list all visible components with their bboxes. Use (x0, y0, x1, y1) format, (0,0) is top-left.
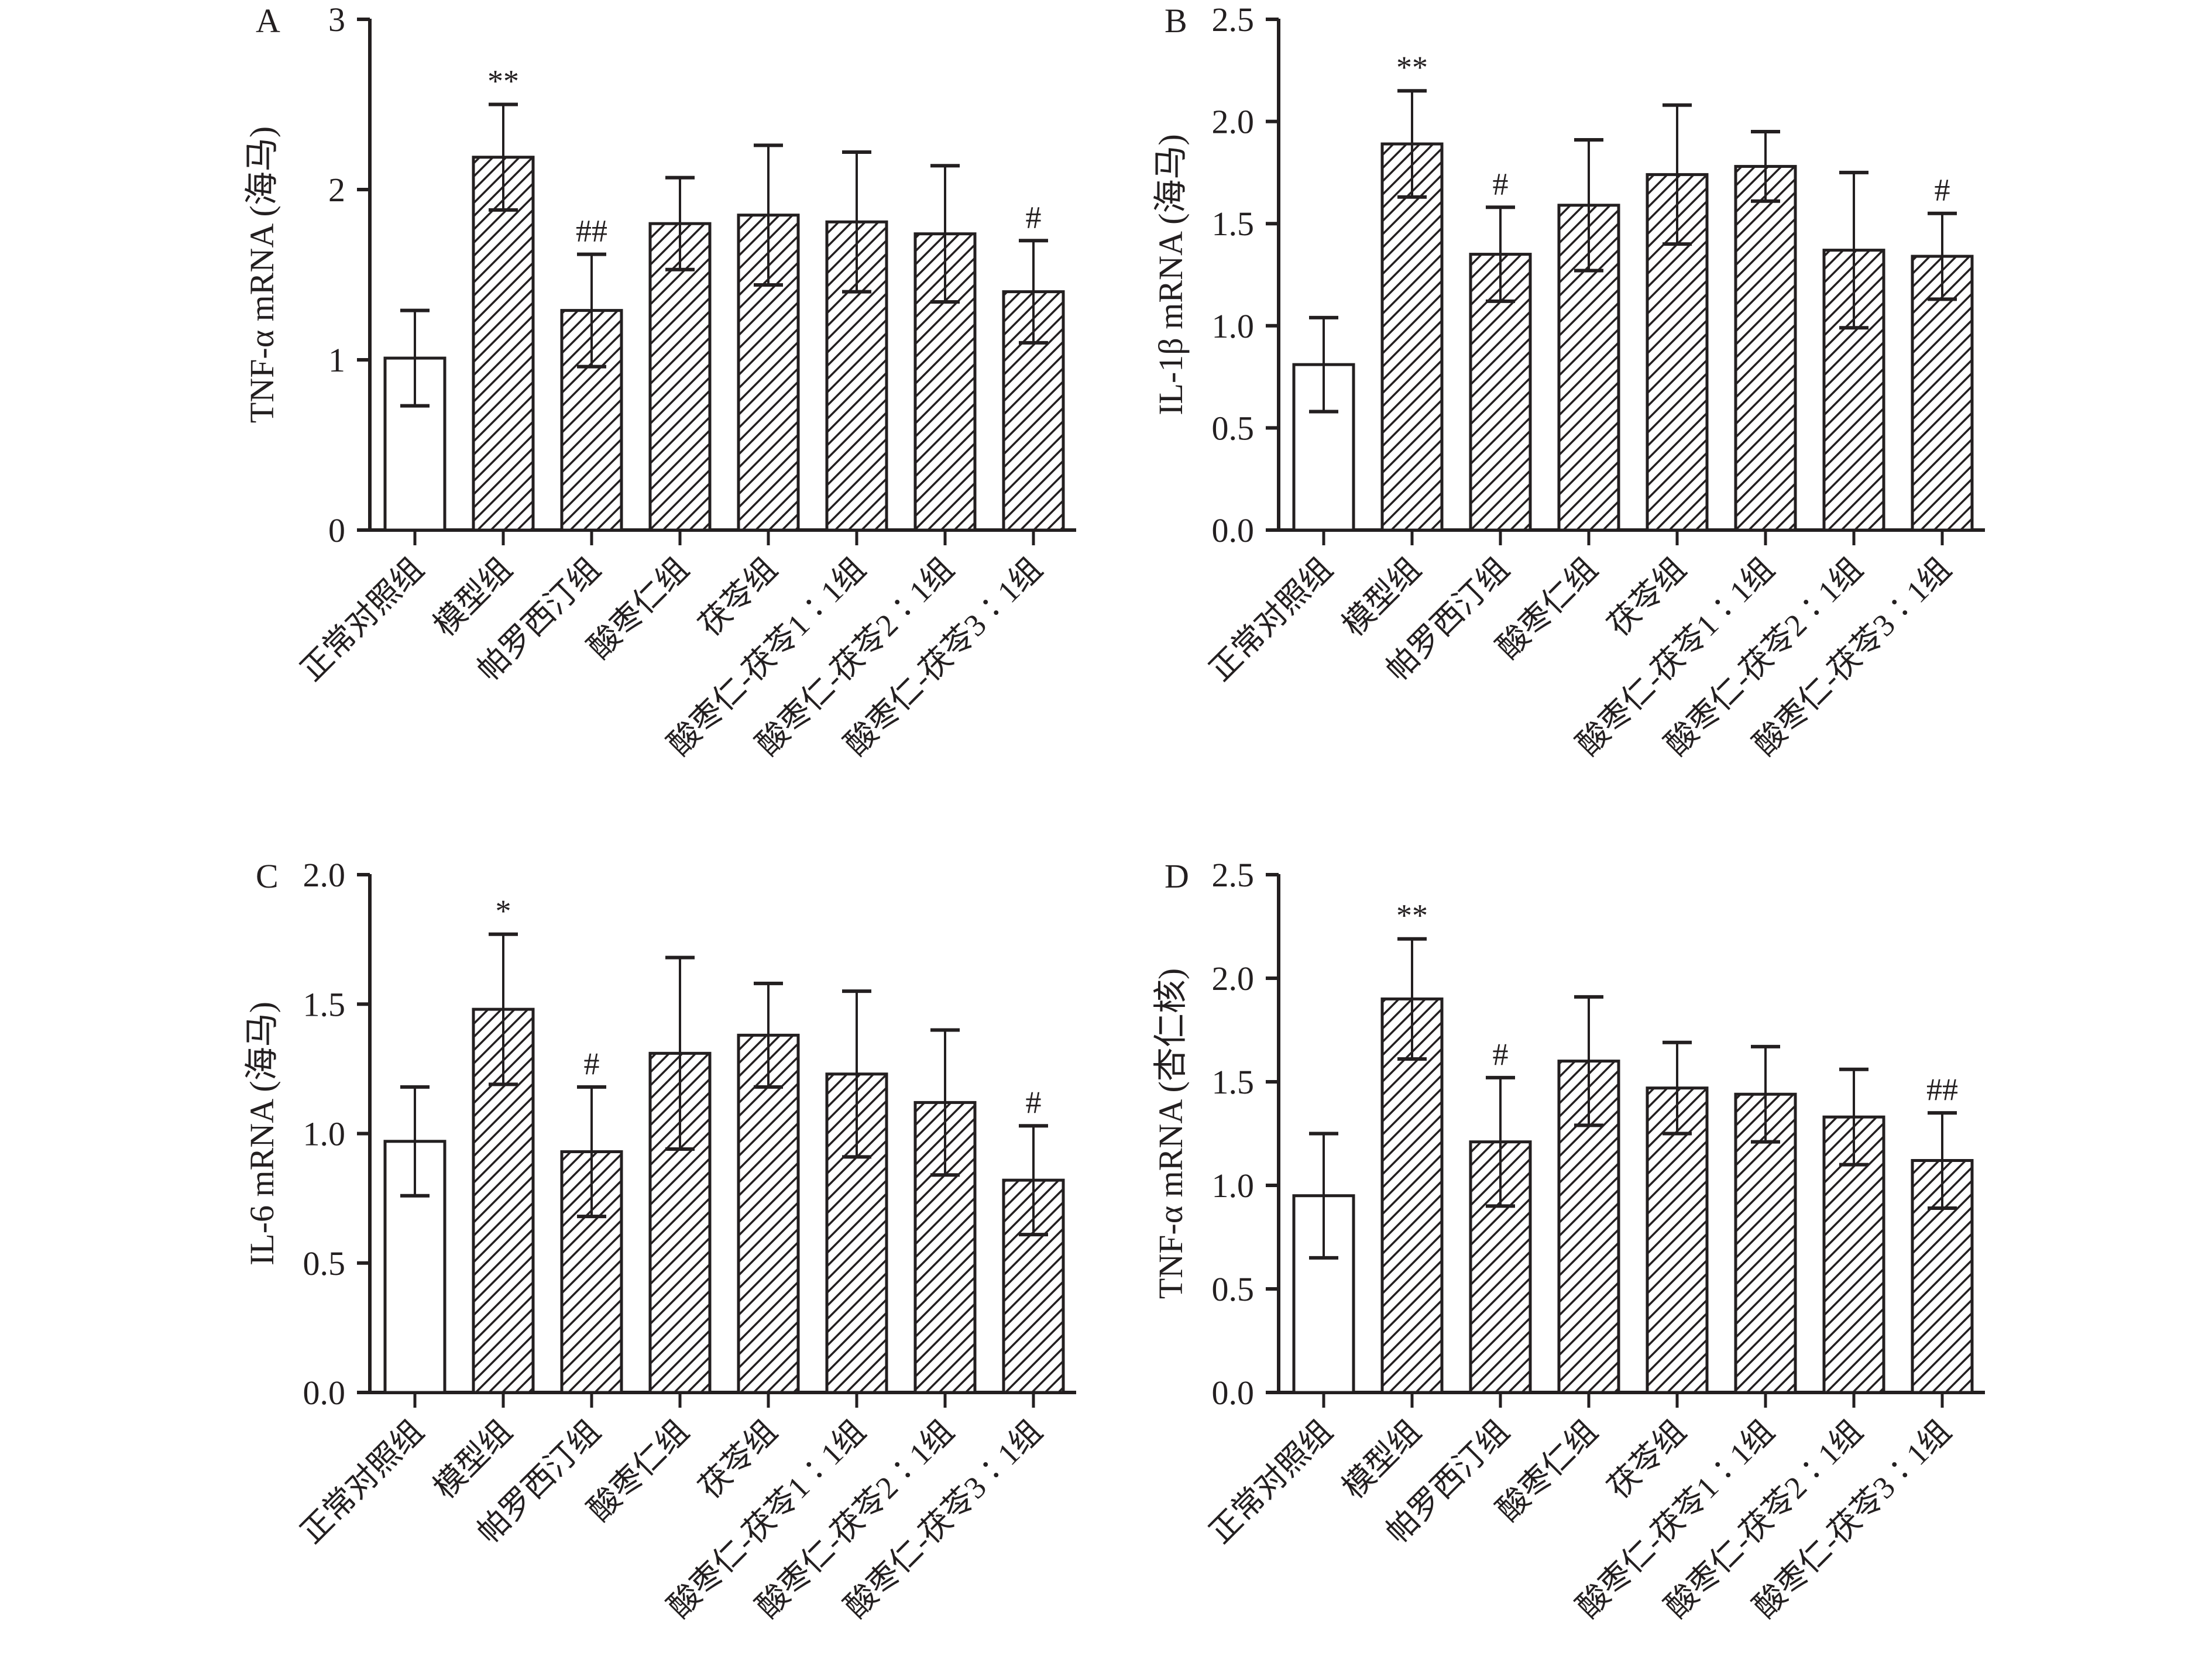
bar-group: # (1911, 173, 1974, 532)
bar-group (825, 150, 888, 532)
significance-label: # (1493, 1037, 1509, 1072)
y-tick-label: 2.5 (1212, 1, 1255, 39)
y-tick-label: 3 (328, 1, 345, 39)
y-tick-label: 1.0 (1212, 307, 1255, 345)
bar (560, 309, 623, 532)
y-tick-label: 2.0 (1212, 960, 1255, 998)
bar-group (1292, 315, 1355, 532)
bar-group: ## (560, 214, 623, 532)
y-tick-label: 1.5 (1212, 1063, 1255, 1101)
significance-label: # (1493, 166, 1509, 201)
x-category-label: 正常对照组 (1203, 551, 1339, 687)
bar-group (1557, 138, 1620, 532)
significance-label: # (584, 1046, 600, 1081)
significance-label: # (1026, 1085, 1042, 1120)
y-tick-label: 1.5 (1212, 205, 1255, 243)
panel-label: D (1165, 857, 1189, 895)
bar-group: # (1469, 166, 1532, 532)
significance-label: ## (1926, 1072, 1958, 1107)
bar (825, 1072, 888, 1394)
bar-group (825, 989, 888, 1394)
y-axis-title: IL-6 mRNA (海马) (243, 1002, 281, 1266)
bar-group: ** (472, 64, 535, 532)
y-tick-label: 0.0 (1212, 1374, 1255, 1412)
y-tick-label: 0.5 (1212, 1270, 1255, 1308)
bar-group (913, 164, 977, 532)
bar (1646, 1086, 1709, 1394)
y-tick-label: 1 (328, 341, 345, 379)
bar-group (737, 143, 800, 532)
y-tick-label: 2.5 (1212, 856, 1255, 894)
bar-group (1646, 103, 1709, 532)
significance-label: ** (1396, 50, 1428, 85)
y-axis-title: TNF-α mRNA (海马) (243, 126, 281, 423)
significance-label: # (1026, 200, 1042, 235)
panel-b: B 0.0 0.5 1.0 1.5 2.0 2.5 IL-1β mRNA (海马) 正常对照组 *… (1152, 1, 1985, 762)
bar-group (737, 981, 800, 1394)
significance-label: ** (1396, 898, 1428, 933)
bar-group (1646, 1040, 1709, 1394)
y-tick-label: 0.0 (1212, 511, 1255, 549)
y-tick-label: 1.5 (303, 985, 346, 1023)
bar-group: ** (1380, 50, 1444, 532)
y-tick-label: 2.0 (303, 856, 346, 894)
bar-group (1292, 1132, 1355, 1394)
bar-group (648, 176, 712, 532)
y-tick-label: 2 (328, 171, 345, 209)
y-tick-label: 1.0 (1212, 1167, 1255, 1205)
y-axis-title: IL-1β mRNA (海马) (1152, 134, 1190, 415)
bar-group (1822, 1067, 1885, 1394)
y-tick-label: 0.0 (303, 1374, 346, 1412)
x-category-label: 正常对照组 (294, 1414, 430, 1550)
x-category-label: 正常对照组 (1203, 1414, 1339, 1550)
y-axis-title: TNF-α mRNA (杏仁核) (1152, 968, 1190, 1299)
bar (737, 1033, 800, 1394)
panel-label: A (256, 2, 280, 40)
panel-label: B (1165, 2, 1187, 40)
panel-label: C (256, 857, 279, 895)
y-tick-label: 0.5 (303, 1244, 346, 1282)
x-category-label: 正常对照组 (294, 551, 430, 687)
y-tick-label: 0.5 (1212, 409, 1255, 447)
significance-label: ## (576, 214, 607, 249)
bar-group (1734, 1044, 1797, 1394)
significance-label: # (1935, 173, 1950, 208)
y-tick-label: 0 (328, 511, 345, 549)
bar (1380, 997, 1444, 1394)
bar-group: # (1002, 200, 1065, 532)
bar-group (1822, 170, 1885, 532)
y-tick-label: 2.0 (1212, 103, 1255, 141)
y-tick-label: 1.0 (303, 1115, 346, 1153)
significance-label: ** (487, 64, 519, 99)
bar-group (648, 955, 712, 1394)
bar (1734, 164, 1797, 532)
bar-group (383, 1085, 446, 1394)
bar-group (383, 308, 446, 532)
bar-group (913, 1028, 977, 1394)
bar-group: # (1469, 1037, 1532, 1394)
bar-group: # (1002, 1085, 1065, 1394)
bar-group: ** (1380, 898, 1444, 1394)
bar (472, 156, 535, 532)
bar (1380, 142, 1444, 532)
significance-label: * (496, 893, 511, 929)
bar-group: * (472, 893, 535, 1394)
bar-group (1557, 995, 1620, 1394)
bar-group (1734, 130, 1797, 532)
bar-group: # (560, 1046, 623, 1394)
bar-group: ## (1911, 1072, 1974, 1394)
panel-c: C0.00.51.01.52.0IL-6 mRNA (海马)正常对照组*模型组#… (243, 856, 1076, 1625)
panel-d: D 0.0 0.5 1.0 1.5 2.0 2.5 TNF-α mRNA (杏仁核) 正常对照组… (1152, 856, 1985, 1625)
